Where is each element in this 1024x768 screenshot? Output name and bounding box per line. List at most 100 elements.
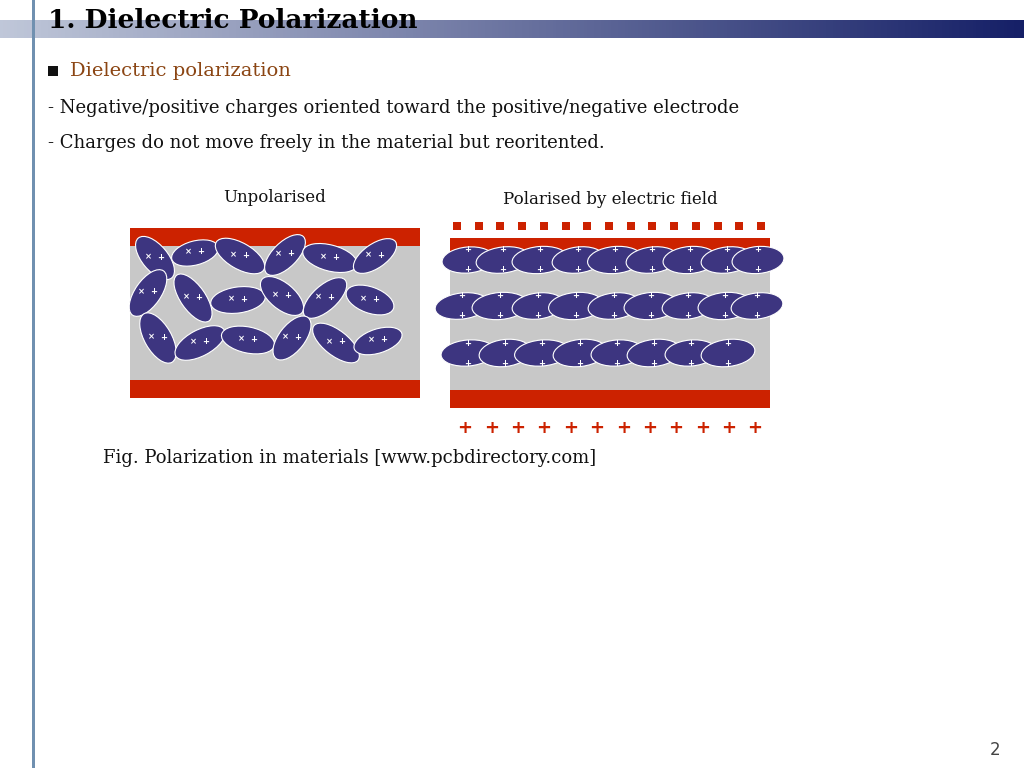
Bar xyxy=(785,20,790,38)
Bar xyxy=(522,20,526,38)
Bar xyxy=(867,20,871,38)
Bar xyxy=(925,20,930,38)
Bar xyxy=(177,20,182,38)
Bar xyxy=(458,20,462,38)
Text: +: + xyxy=(647,292,654,300)
Bar xyxy=(130,380,420,398)
Bar xyxy=(529,20,534,38)
Bar xyxy=(515,20,520,38)
Text: +: + xyxy=(722,292,728,300)
Bar xyxy=(351,20,356,38)
Bar xyxy=(853,20,858,38)
Bar xyxy=(809,20,813,38)
Bar xyxy=(922,20,926,38)
Bar xyxy=(464,20,469,38)
Bar xyxy=(959,20,964,38)
Text: ×: × xyxy=(184,247,191,257)
Bar xyxy=(202,20,206,38)
Bar xyxy=(478,20,482,38)
Bar xyxy=(757,222,765,230)
Ellipse shape xyxy=(552,247,604,273)
Bar xyxy=(167,20,172,38)
Text: +: + xyxy=(724,266,730,274)
Text: - Negative/positive charges oriented toward the positive/negative electrode: - Negative/positive charges oriented tow… xyxy=(48,99,739,117)
Bar xyxy=(236,20,240,38)
Bar xyxy=(361,20,367,38)
Text: +: + xyxy=(754,292,761,300)
Text: +: + xyxy=(484,419,499,437)
Bar xyxy=(696,20,700,38)
Bar xyxy=(130,20,134,38)
Bar xyxy=(215,20,219,38)
Bar xyxy=(955,20,961,38)
Ellipse shape xyxy=(701,339,755,367)
Bar xyxy=(287,20,291,38)
Bar xyxy=(146,20,152,38)
Text: +: + xyxy=(611,266,618,274)
Ellipse shape xyxy=(472,293,528,319)
Text: +: + xyxy=(590,419,604,437)
Bar xyxy=(601,20,605,38)
Bar xyxy=(335,20,339,38)
Text: ×: × xyxy=(144,253,152,261)
Bar xyxy=(440,20,444,38)
Bar xyxy=(617,20,623,38)
Text: +: + xyxy=(333,253,340,261)
Bar xyxy=(358,20,362,38)
Bar xyxy=(945,20,950,38)
Bar xyxy=(184,20,188,38)
Bar xyxy=(366,20,370,38)
Bar xyxy=(195,20,199,38)
Bar xyxy=(348,20,352,38)
Text: +: + xyxy=(572,312,580,320)
Bar xyxy=(225,20,229,38)
Bar xyxy=(594,20,598,38)
Bar xyxy=(755,20,759,38)
Bar xyxy=(123,20,127,38)
Bar xyxy=(863,20,868,38)
Bar xyxy=(198,20,203,38)
Text: - Charges do not move freely in the material but reoritented.: - Charges do not move freely in the mate… xyxy=(48,134,605,152)
Bar xyxy=(208,20,213,38)
Text: +: + xyxy=(339,337,345,346)
Text: +: + xyxy=(669,419,683,437)
Text: ×: × xyxy=(319,253,327,261)
Bar xyxy=(560,20,564,38)
Text: +: + xyxy=(198,247,205,257)
Bar xyxy=(935,20,940,38)
Bar xyxy=(673,20,677,38)
Text: +: + xyxy=(510,419,525,437)
Bar xyxy=(433,20,438,38)
Text: Fig. Polarization in materials [www.pcbdirectory.com]: Fig. Polarization in materials [www.pcbd… xyxy=(103,449,597,467)
Bar xyxy=(389,20,393,38)
Bar xyxy=(980,20,984,38)
Bar xyxy=(727,20,731,38)
Ellipse shape xyxy=(664,247,717,273)
Bar xyxy=(437,20,441,38)
Bar xyxy=(670,222,678,230)
Bar xyxy=(75,20,80,38)
Bar xyxy=(806,20,810,38)
Bar xyxy=(471,20,475,38)
Bar xyxy=(105,20,111,38)
Ellipse shape xyxy=(476,247,529,273)
Bar xyxy=(266,20,270,38)
Bar xyxy=(837,20,841,38)
Bar xyxy=(369,20,373,38)
Bar xyxy=(328,20,332,38)
Ellipse shape xyxy=(553,339,607,367)
Ellipse shape xyxy=(588,293,640,319)
Bar xyxy=(402,20,408,38)
Text: +: + xyxy=(615,419,631,437)
Bar xyxy=(338,20,342,38)
Bar xyxy=(614,20,618,38)
Bar xyxy=(563,20,567,38)
Bar xyxy=(911,20,915,38)
Bar xyxy=(532,20,537,38)
Ellipse shape xyxy=(515,339,569,366)
Ellipse shape xyxy=(588,247,642,273)
Bar xyxy=(232,20,237,38)
Text: +: + xyxy=(648,246,655,254)
Bar xyxy=(707,20,711,38)
Bar xyxy=(860,20,864,38)
